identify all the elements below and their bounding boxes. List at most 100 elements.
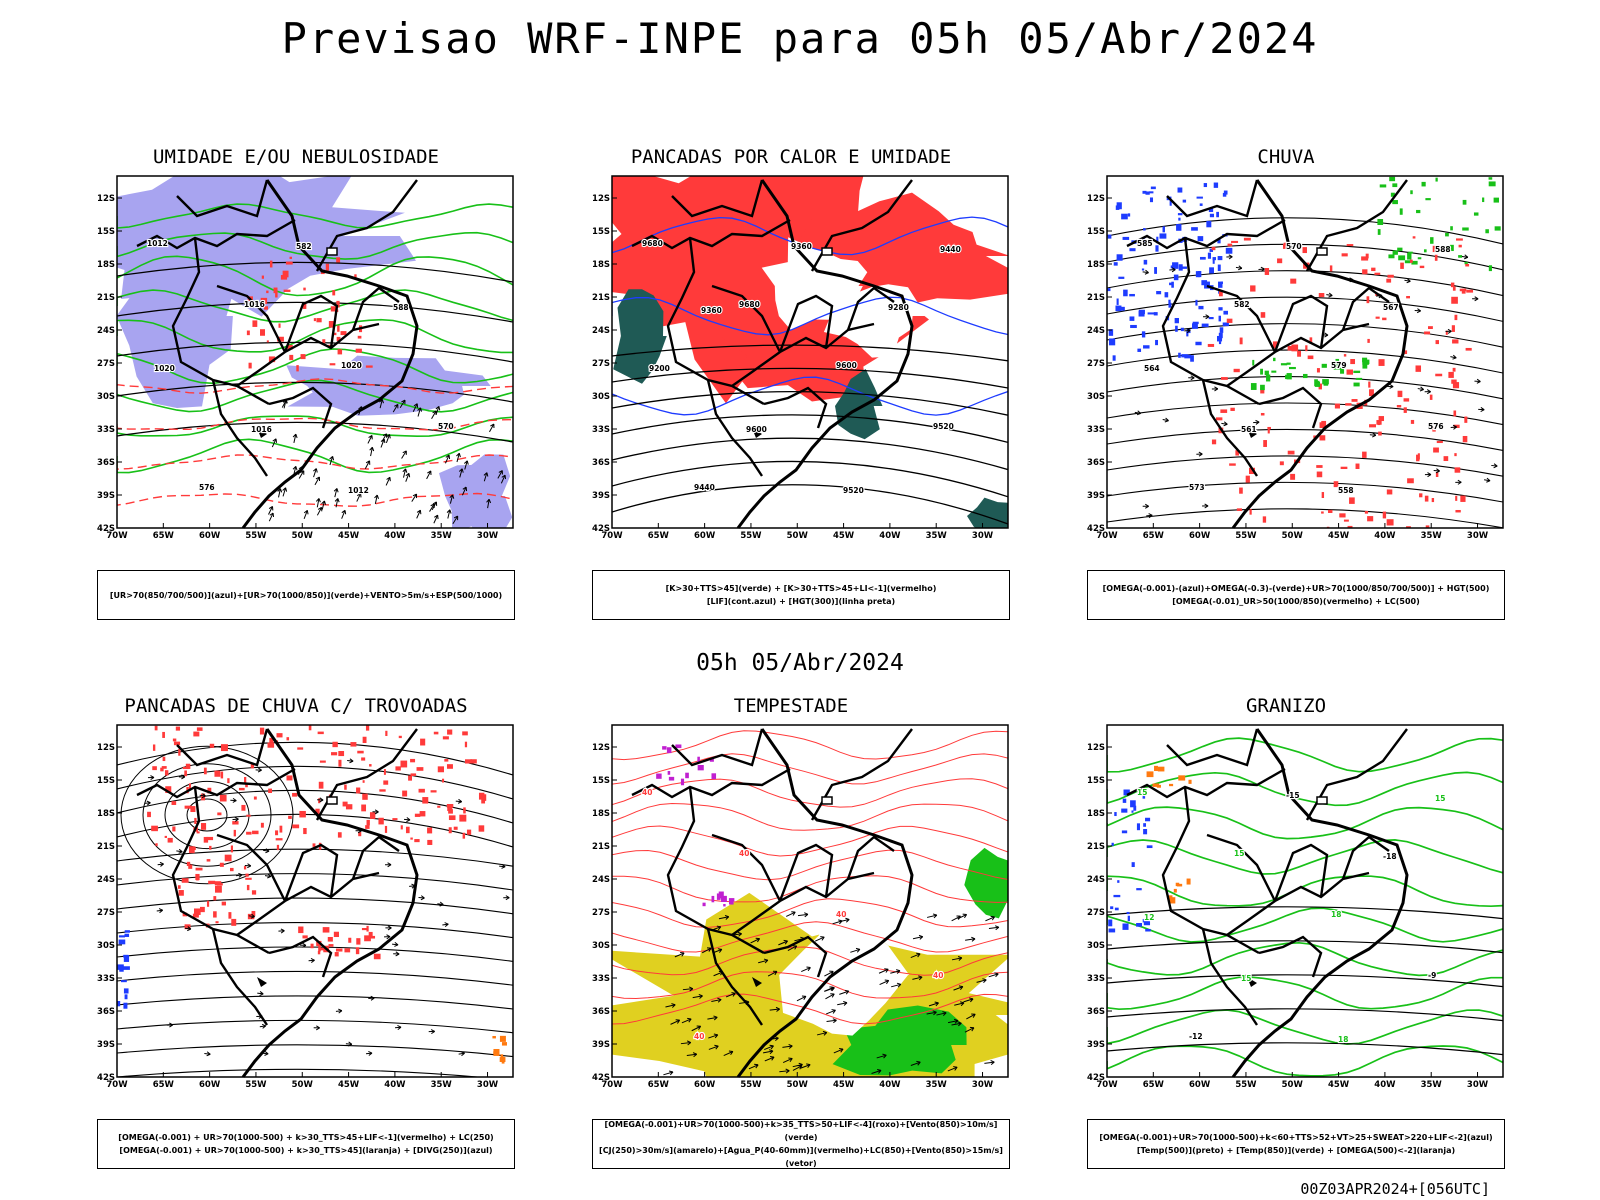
precip-water-contour <box>612 778 1008 808</box>
legend-line: [OMEGA(-0.001)+UR>70(1000-500)+k>35_TTS>… <box>604 1120 998 1142</box>
map-trovoadas: 12S 15S 18S 21S 24S 27S 30S 33S 36S 39S 42S 70W 65W 6… <box>97 721 517 1095</box>
thunderstorm-speckle <box>308 725 312 731</box>
thunderstorm-speckle <box>338 759 342 767</box>
thunderstorm-speckle <box>383 769 386 775</box>
storm-speckle <box>675 744 682 749</box>
omega-speckle <box>1353 382 1360 387</box>
border-line <box>236 871 380 936</box>
wind-vector <box>953 985 964 991</box>
streamline-arrow <box>232 816 239 822</box>
omega-speckle <box>1217 256 1223 261</box>
wind-vector <box>787 945 798 952</box>
rain-speckle <box>1443 456 1449 462</box>
rain-speckle <box>1365 253 1369 259</box>
lon-tick-label: 50W <box>1282 531 1304 541</box>
thickness-speckle <box>278 323 281 328</box>
rain-speckle <box>1425 525 1430 528</box>
omega-speckle <box>1280 363 1288 366</box>
legend-trovoadas: [OMEGA(-0.001) + UR>70(1000-500) + k>30_… <box>97 1119 515 1169</box>
contour-label: 40 <box>836 910 846 919</box>
omega-speckle <box>1260 368 1263 375</box>
omega-speckle <box>1116 298 1119 305</box>
thunderstorm-speckle <box>195 867 203 871</box>
thunderstorm-speckle <box>378 817 384 825</box>
omega-speckle <box>1317 380 1320 386</box>
lat-tick-label: 18S <box>592 809 610 819</box>
streamline-arrow <box>317 797 324 803</box>
temp850-contour <box>1107 771 1503 807</box>
height-contour <box>1107 428 1503 451</box>
wind-vector <box>926 913 938 919</box>
streamline-arrow <box>1455 479 1462 485</box>
panel-title: UMIDADE E/OU NEBULOSIDADE <box>153 146 439 168</box>
wind-vector <box>826 1018 837 1024</box>
omega-speckle <box>1177 187 1183 193</box>
rain-speckle <box>1435 471 1439 477</box>
precip-water-contour <box>612 849 1008 881</box>
wind-vector <box>314 476 321 486</box>
thunderstorm-speckle <box>459 814 467 822</box>
thunderstorm-speckle <box>196 727 203 731</box>
contour-label: 582 <box>1234 300 1250 309</box>
thunderstorm-speckle <box>276 844 280 851</box>
wind-vector <box>984 1060 995 1065</box>
streamline-arrow <box>1387 383 1394 389</box>
lat-tick-label: 36S <box>97 1007 115 1017</box>
thickness-speckle <box>336 300 340 308</box>
omega-speckle <box>1178 352 1181 358</box>
lat-tick-label: 15S <box>1087 776 1105 786</box>
wind-vector <box>718 914 730 920</box>
omega-speckle <box>1116 254 1123 261</box>
lat-tick-label: 21S <box>592 293 610 303</box>
lon-tick-label: 30W <box>1467 531 1489 541</box>
streamline-arrow <box>1450 354 1457 360</box>
streamline-arrow <box>1491 463 1498 469</box>
border-line <box>1206 284 1277 353</box>
legend-pancadas-calor: [K>30+TTS>45](verde) + [K>30+TTS>45+LI<-… <box>592 570 1010 620</box>
contour-label: 588 <box>393 303 409 312</box>
lifted-index-contour <box>612 376 1008 416</box>
thunderstorm-speckle <box>162 731 165 738</box>
storm-speckle <box>711 895 715 903</box>
wind-vector <box>876 1053 887 1059</box>
lat-tick-label: 21S <box>97 293 115 303</box>
thickness-speckle <box>289 256 292 259</box>
rain-speckle <box>1452 367 1456 372</box>
legend-line: [OMEGA(-0.01)_UR>50(1000/850)(vermelho) … <box>1172 597 1420 606</box>
rain-speckle <box>1307 355 1314 360</box>
thunderstorm-speckle <box>302 935 308 939</box>
rain-speckle <box>1302 247 1307 254</box>
thunderstorm-speckle <box>383 780 389 785</box>
hail-speckle <box>1142 918 1147 923</box>
rain-speckle <box>1400 262 1404 269</box>
streamline-arrow <box>499 863 506 869</box>
rain-speckle <box>1260 312 1266 318</box>
storm-speckle <box>716 893 721 900</box>
storm-speckle <box>666 747 672 754</box>
streamline <box>117 921 513 939</box>
lon-tick-label: 50W <box>292 531 314 541</box>
omega-speckle <box>1488 265 1492 272</box>
wind-vector <box>500 474 507 484</box>
thunderstorm-speckle <box>348 937 352 943</box>
map-frame <box>1106 724 1504 1078</box>
wind-vector <box>985 915 996 922</box>
rain-speckle <box>1465 263 1470 267</box>
streamline-arrow <box>1450 424 1457 430</box>
thunderstorm-speckle <box>373 953 381 960</box>
thunderstorm-speckle <box>466 829 472 835</box>
streamline-arrow <box>230 797 237 803</box>
rain-speckle <box>1406 526 1411 528</box>
legend-tempestade: [OMEGA(-0.001)+UR>70(1000-500)+k>35_TTS>… <box>592 1119 1010 1169</box>
map-frame <box>116 175 514 529</box>
thunderstorm-speckle <box>414 839 420 843</box>
border-line <box>216 833 287 902</box>
lon-tick-label: 65W <box>648 531 670 541</box>
panel-chuva: CHUVA 12S 15S 18S 21S 24S 27S 30S 33S 36S 39S 42S 7… <box>1066 146 1506 636</box>
panel-title: PANCADAS DE CHUVA C/ TROVOADAS <box>124 695 468 717</box>
border-line <box>711 284 782 353</box>
border-line <box>846 286 895 331</box>
rain-speckle <box>1424 495 1429 502</box>
thickness-speckle <box>357 335 362 339</box>
